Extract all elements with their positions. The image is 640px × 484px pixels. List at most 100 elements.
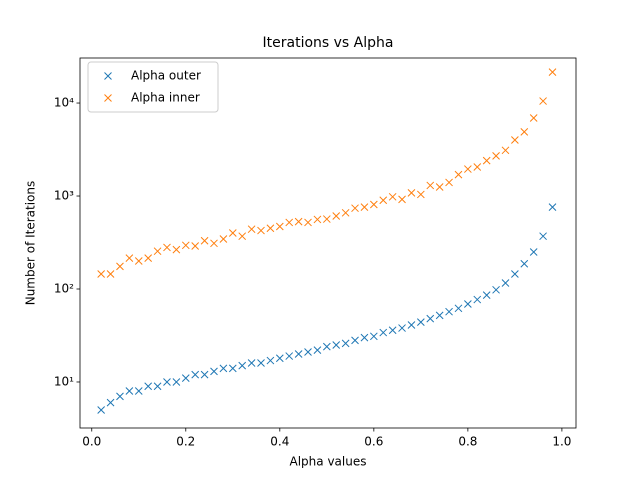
marker	[322, 215, 331, 223]
marker	[539, 97, 547, 105]
marker	[116, 262, 124, 271]
marker	[163, 243, 171, 252]
marker	[275, 354, 284, 363]
marker	[501, 279, 510, 287]
marker	[313, 346, 322, 354]
marker	[247, 359, 256, 367]
marker	[106, 398, 115, 407]
marker	[426, 181, 435, 190]
marker	[285, 218, 294, 227]
marker	[511, 270, 519, 278]
marker	[398, 195, 406, 204]
marker	[97, 406, 106, 414]
marker	[134, 257, 143, 265]
marker	[163, 378, 171, 386]
marker	[416, 318, 425, 327]
marker	[369, 200, 378, 209]
marker	[454, 304, 463, 313]
marker	[529, 248, 538, 256]
marker	[501, 146, 510, 155]
marker	[228, 364, 237, 373]
marker	[294, 350, 303, 358]
chart-title: Iterations vs Alpha	[263, 35, 394, 51]
legend-box	[87, 61, 219, 113]
marker	[473, 295, 482, 304]
marker	[332, 212, 341, 220]
marker	[360, 333, 369, 342]
marker	[398, 324, 406, 332]
marker	[351, 204, 359, 213]
marker	[379, 196, 388, 205]
x-tick-label: 0.2	[176, 435, 195, 449]
marker	[153, 247, 162, 256]
marker	[388, 326, 397, 335]
marker	[304, 348, 312, 356]
marker	[144, 382, 153, 391]
marker	[520, 127, 529, 136]
marker	[322, 342, 331, 351]
marker	[294, 217, 303, 226]
marker	[97, 270, 106, 278]
marker	[492, 285, 500, 294]
marker	[200, 236, 209, 245]
marker	[407, 189, 416, 197]
legend-marker	[104, 94, 112, 102]
marker	[482, 156, 491, 165]
marker	[473, 163, 482, 171]
marker	[313, 215, 322, 224]
marker	[144, 254, 153, 262]
marker	[200, 370, 209, 379]
marker	[247, 225, 256, 234]
y-tick-label: 10³	[54, 189, 74, 203]
marker	[266, 224, 275, 233]
marker	[304, 218, 312, 227]
marker	[482, 291, 491, 299]
marker	[511, 136, 519, 144]
marker	[548, 68, 557, 76]
marker	[106, 270, 115, 278]
marker	[228, 229, 237, 237]
x-axis-label: Alpha values	[290, 455, 367, 469]
x-tick-label: 0.4	[270, 435, 289, 449]
marker	[332, 341, 341, 349]
marker	[407, 321, 416, 329]
marker	[125, 254, 134, 262]
y-tick-label: 10¹	[54, 374, 74, 388]
y-tick-label: 10²	[54, 282, 74, 296]
marker	[454, 170, 463, 179]
marker	[341, 339, 350, 348]
marker	[388, 192, 397, 201]
marker	[257, 226, 265, 235]
marker	[548, 203, 557, 211]
marker	[285, 352, 294, 360]
marker	[172, 378, 181, 386]
marker	[181, 241, 190, 250]
marker	[172, 245, 181, 254]
marker	[181, 374, 190, 382]
marker	[379, 328, 388, 337]
y-axis-label: Number of Iterations	[24, 181, 38, 306]
marker	[191, 370, 200, 379]
marker	[464, 165, 472, 173]
legend-label: Alpha outer	[131, 69, 201, 83]
marker	[153, 382, 162, 391]
marker	[238, 361, 247, 370]
marker	[125, 387, 134, 395]
marker	[492, 152, 500, 160]
marker	[529, 114, 538, 122]
legend-label: Alpha inner	[131, 91, 200, 105]
legend-marker	[104, 72, 112, 80]
marker	[257, 359, 265, 367]
marker	[219, 235, 228, 243]
marker	[445, 178, 453, 187]
marker	[369, 332, 378, 341]
plot-frame	[79, 57, 577, 429]
marker	[341, 208, 350, 217]
marker	[191, 242, 200, 250]
x-tick-label: 0.8	[458, 435, 477, 449]
marker	[416, 190, 425, 199]
marker	[435, 311, 444, 320]
marker	[435, 183, 444, 191]
marker	[520, 259, 529, 268]
